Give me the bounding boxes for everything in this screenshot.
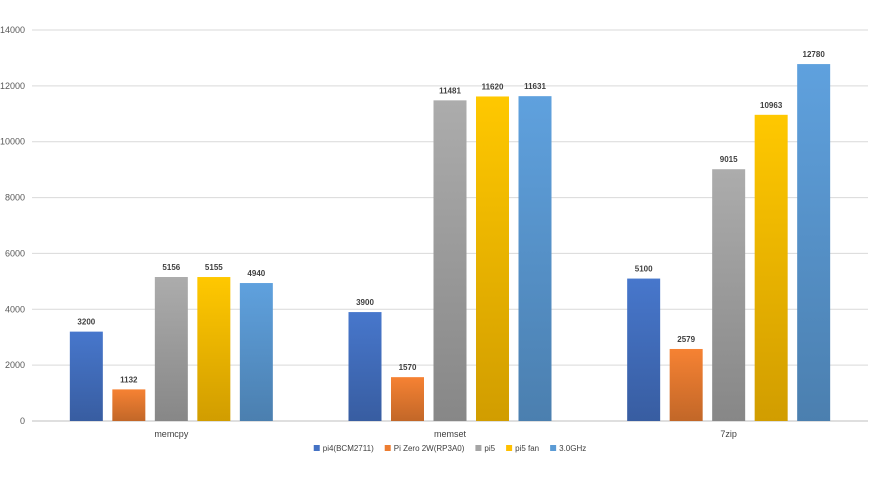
bar-memset-pi5-fan bbox=[476, 96, 509, 421]
legend-label: 3.0GHz bbox=[559, 444, 586, 453]
legend-item: pi4(BCM2711) bbox=[313, 444, 374, 453]
y-tick-label: 6000 bbox=[5, 248, 25, 258]
x-category-label: memcpy bbox=[154, 429, 189, 439]
bar-memcpy-pi5-fan bbox=[197, 277, 231, 421]
x-axis: memcpy memset 7zip bbox=[154, 429, 737, 439]
x-category-label: memset bbox=[434, 429, 467, 439]
legend-label: pi4(BCM2711) bbox=[323, 444, 374, 453]
legend-swatch bbox=[550, 445, 557, 451]
y-tick-label: 2000 bbox=[5, 360, 25, 370]
data-label: 4940 bbox=[247, 269, 265, 278]
y-tick-label: 8000 bbox=[5, 193, 25, 203]
data-label: 11481 bbox=[439, 86, 461, 95]
legend-label: Pi Zero 2W(RP3A0) bbox=[394, 444, 465, 453]
bar-7zip-3-0ghz bbox=[797, 64, 831, 421]
bar-7zip-pi4-bcm2711- bbox=[627, 278, 661, 421]
data-label: 5100 bbox=[635, 265, 653, 274]
data-label: 12780 bbox=[803, 50, 826, 59]
x-category-label: 7zip bbox=[720, 429, 737, 439]
bar-memset-3-0ghz bbox=[518, 96, 552, 422]
bar-memcpy-3-0ghz bbox=[239, 283, 273, 421]
data-label: 1132 bbox=[120, 375, 138, 384]
data-label: 2579 bbox=[677, 335, 695, 344]
data-label: 9015 bbox=[720, 155, 738, 164]
legend: pi4(BCM2711) Pi Zero 2W(RP3A0) pi5 pi5 fan 3… bbox=[313, 444, 586, 453]
bar-memset-pi4-bcm2711- bbox=[348, 312, 382, 421]
data-label: 5156 bbox=[162, 263, 180, 272]
bar-7zip-pi-zero-2w-rp3a0- bbox=[669, 348, 703, 421]
data-label: 11631 bbox=[524, 82, 546, 91]
data-label: 3200 bbox=[77, 318, 95, 327]
bar-memcpy-pi4-bcm2711- bbox=[69, 331, 103, 421]
data-labels: 3200 1132 5156 5155 4940 3900 1570 11481 11620 11… bbox=[77, 50, 825, 384]
legend-swatch bbox=[506, 445, 513, 451]
y-tick-label: 10000 bbox=[0, 137, 25, 147]
bar-memset-pi-zero-2w-rp3a0- bbox=[391, 377, 424, 421]
bar-memcpy-pi-zero-2w-rp3a0- bbox=[112, 389, 146, 421]
data-label: 10963 bbox=[760, 101, 783, 110]
y-axis: 0 2000 4000 6000 8000 10000 12000 14000 bbox=[0, 25, 25, 426]
data-label: 1570 bbox=[399, 363, 417, 372]
legend-label: pi5 fan bbox=[515, 444, 539, 453]
legend-swatch bbox=[475, 445, 482, 451]
y-tick-label: 14000 bbox=[0, 25, 25, 35]
legend-item: pi5 fan bbox=[506, 444, 539, 453]
legend-item: pi5 bbox=[475, 444, 496, 453]
bar-memcpy-pi5 bbox=[154, 277, 188, 421]
legend-label: pi5 bbox=[484, 444, 495, 453]
y-tick-label: 12000 bbox=[0, 81, 25, 91]
legend-swatch bbox=[384, 445, 391, 451]
data-label: 11620 bbox=[482, 82, 504, 91]
legend-item: 3.0GHz bbox=[550, 444, 586, 453]
legend-item: Pi Zero 2W(RP3A0) bbox=[384, 444, 465, 453]
data-label: 3900 bbox=[356, 298, 374, 307]
bar-7zip-pi5-fan bbox=[754, 114, 788, 422]
legend-swatch bbox=[313, 445, 320, 451]
bar-7zip-pi5 bbox=[712, 169, 746, 421]
data-label: 5155 bbox=[205, 263, 223, 272]
y-tick-label: 0 bbox=[20, 416, 25, 426]
bars bbox=[69, 64, 831, 422]
y-tick-label: 4000 bbox=[5, 304, 25, 314]
bar-memset-pi5 bbox=[433, 100, 467, 421]
